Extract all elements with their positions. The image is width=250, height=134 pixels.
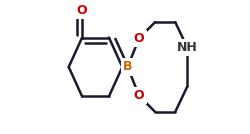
Text: NH: NH [177,41,198,54]
Text: B: B [123,60,132,74]
Text: O: O [134,89,144,102]
Text: O: O [77,4,88,17]
Text: O: O [134,32,144,45]
